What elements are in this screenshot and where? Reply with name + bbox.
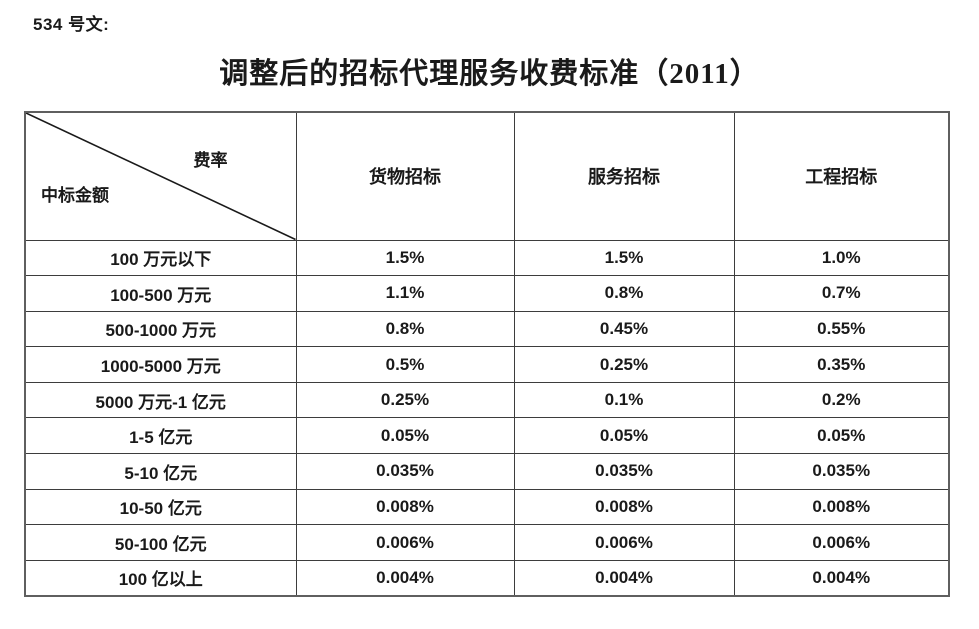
row-label-cell: 1-5 亿元 (24, 417, 297, 455)
rate-cell: 0.8% (513, 275, 735, 312)
rate-cell: 1.1% (295, 275, 515, 312)
table-row: 10-50 亿元 0.008% 0.008% 0.008% (24, 488, 950, 526)
header-engineering-bidding: 工程招标 (733, 111, 950, 241)
rate-cell: 0.008% (295, 488, 515, 526)
rate-cell: 0.006% (513, 524, 735, 561)
corner-bid-amount-label: 中标金额 (41, 186, 109, 205)
table-row: 5-10 亿元 0.035% 0.035% 0.035% (24, 453, 950, 490)
rate-cell: 0.008% (513, 488, 735, 526)
table-row: 50-100 亿元 0.006% 0.006% 0.006% (24, 524, 950, 561)
rate-cell: 0.25% (513, 346, 735, 383)
table-row: 100-500 万元 1.1% 0.8% 0.7% (24, 275, 950, 312)
table-row: 1-5 亿元 0.05% 0.05% 0.05% (24, 417, 950, 455)
diagonal-corner-cell: 费率 中标金额 (24, 111, 297, 241)
table-row: 1000-5000 万元 0.5% 0.25% 0.35% (24, 346, 950, 383)
rate-cell: 0.1% (513, 381, 735, 419)
rate-cell: 0.006% (295, 524, 515, 561)
corner-fee-rate-label: 费率 (193, 151, 228, 170)
rate-cell: 1.0% (733, 239, 950, 277)
page-title: 调整后的招标代理服务收费标准（2011） (219, 58, 760, 90)
table-row: 500-1000 万元 0.8% 0.45% 0.55% (24, 310, 950, 348)
diagonal-line (26, 113, 296, 240)
rate-cell: 0.004% (733, 559, 950, 597)
row-label-cell: 1000-5000 万元 (24, 346, 297, 383)
rate-cell: 0.035% (733, 453, 950, 490)
header-service-bidding: 服务招标 (513, 111, 735, 241)
rate-cell: 0.05% (295, 417, 515, 455)
rate-cell: 0.004% (513, 559, 735, 597)
rate-cell: 0.006% (733, 524, 950, 561)
rate-cell: 0.55% (733, 310, 950, 348)
rate-cell: 0.7% (733, 275, 950, 312)
table-header-row: 费率 中标金额 货物招标 服务招标 工程招标 (24, 111, 950, 241)
row-label-cell: 100 万元以下 (24, 239, 297, 277)
rate-cell: 0.035% (295, 453, 515, 490)
header-goods-bidding: 货物招标 (295, 111, 515, 241)
row-label-cell: 10-50 亿元 (24, 488, 297, 526)
doc-number-label: 534 号文: (33, 15, 110, 34)
table-row: 100 亿以上 0.004% 0.004% 0.004% (24, 559, 950, 597)
row-label-cell: 50-100 亿元 (24, 524, 297, 561)
rate-cell: 0.45% (513, 310, 735, 348)
rate-cell: 1.5% (295, 239, 515, 277)
rate-cell: 0.25% (295, 381, 515, 419)
row-label-cell: 5-10 亿元 (24, 453, 297, 490)
rate-cell: 0.004% (295, 559, 515, 597)
row-label-cell: 500-1000 万元 (24, 310, 297, 348)
fee-rate-table: 费率 中标金额 货物招标 服务招标 工程招标 100 万元以下 1.5% 1.5… (24, 111, 950, 597)
rate-cell: 1.5% (513, 239, 735, 277)
row-label-cell: 100-500 万元 (24, 275, 297, 312)
row-label-cell: 5000 万元-1 亿元 (24, 381, 297, 419)
table-row: 5000 万元-1 亿元 0.25% 0.1% 0.2% (24, 381, 950, 419)
rate-cell: 0.05% (733, 417, 950, 455)
rate-cell: 0.2% (733, 381, 950, 419)
rate-cell: 0.5% (295, 346, 515, 383)
rate-cell: 0.05% (513, 417, 735, 455)
rate-cell: 0.35% (733, 346, 950, 383)
rate-cell: 0.8% (295, 310, 515, 348)
table-row: 100 万元以下 1.5% 1.5% 1.0% (24, 239, 950, 277)
rate-cell: 0.008% (733, 488, 950, 526)
row-label-cell: 100 亿以上 (24, 559, 297, 597)
rate-cell: 0.035% (513, 453, 735, 490)
